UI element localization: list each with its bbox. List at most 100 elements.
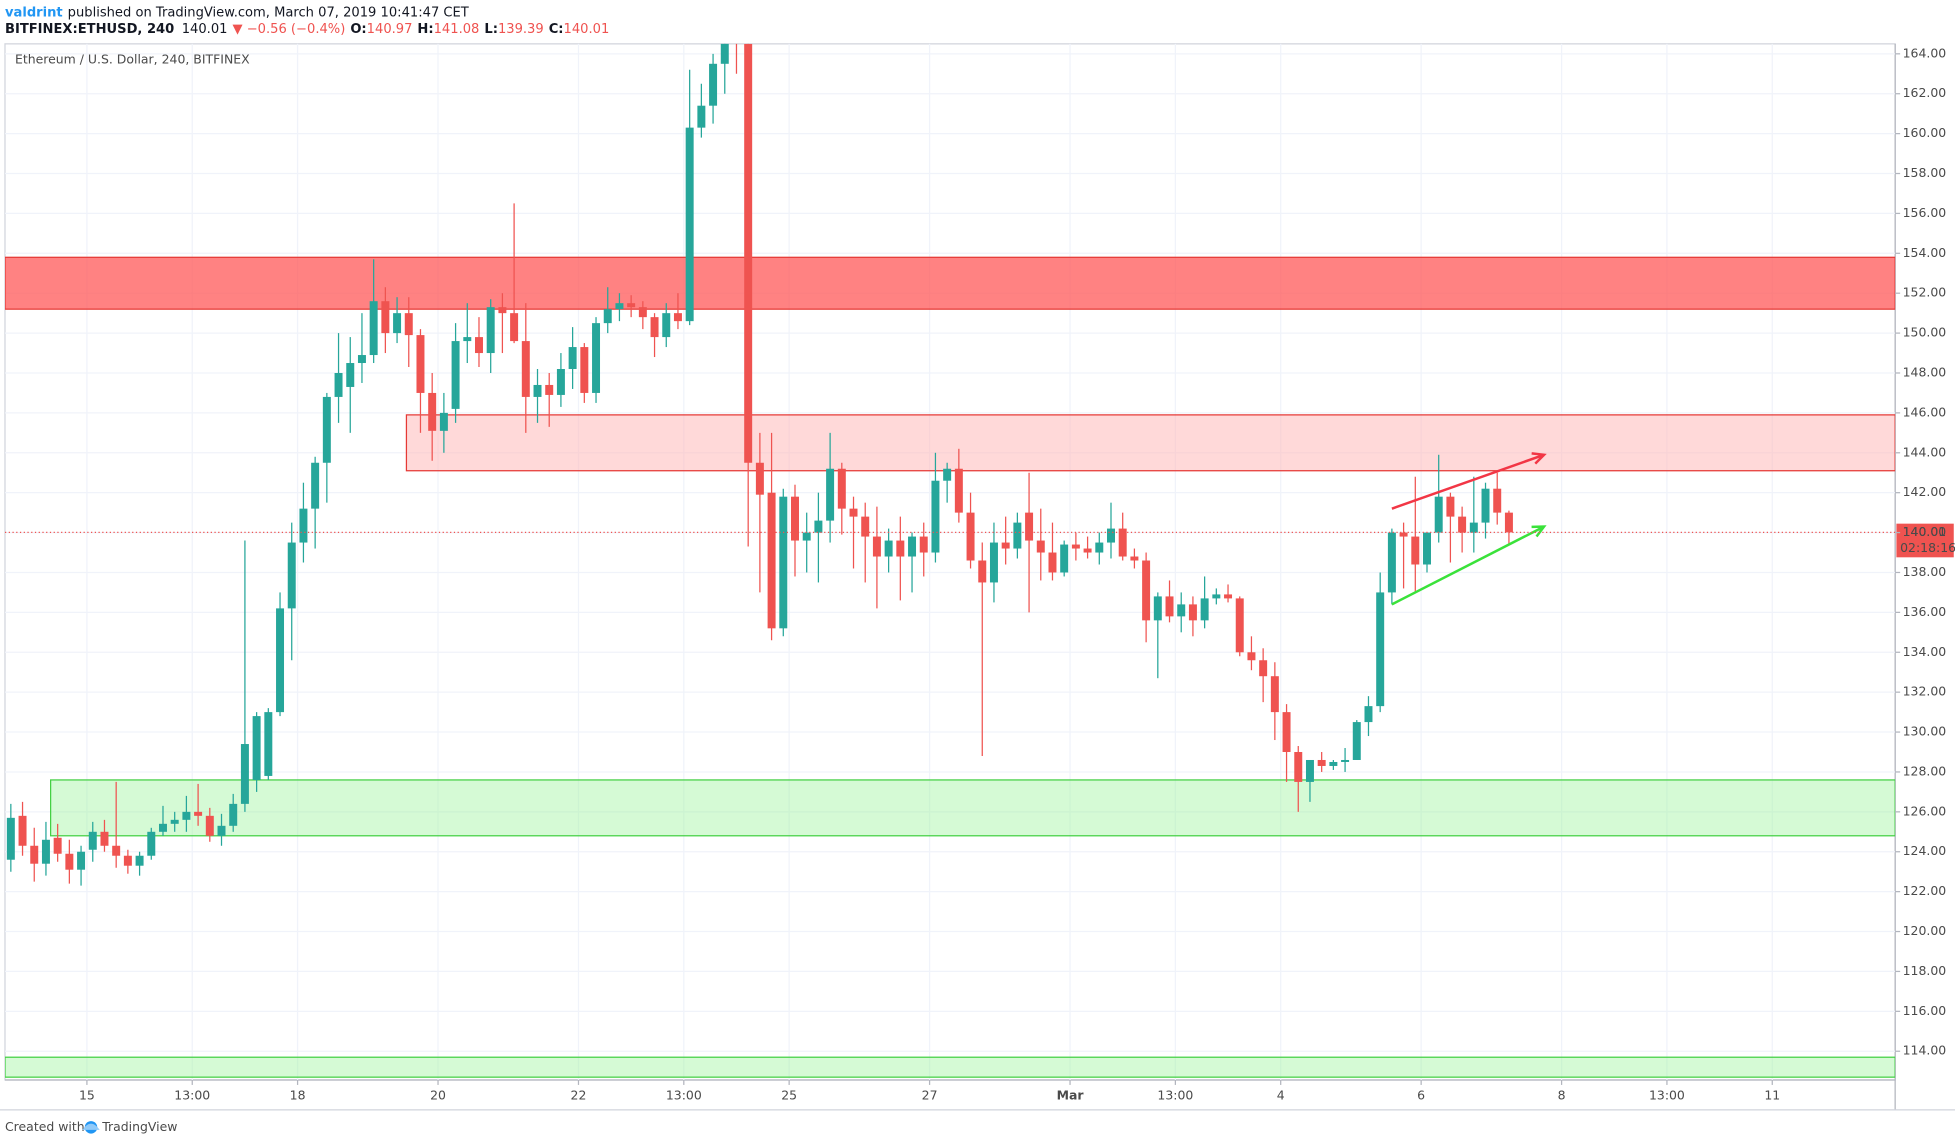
candle-body bbox=[849, 508, 858, 517]
logo bbox=[82, 1121, 100, 1134]
candle-body bbox=[802, 532, 811, 541]
ohlc-value: 140.97 bbox=[367, 21, 413, 36]
candle-body bbox=[603, 309, 612, 324]
change: ▼ −0.56 (−0.4%) bbox=[232, 21, 345, 36]
candle-body bbox=[744, 43, 753, 463]
candle-body bbox=[545, 384, 554, 395]
header-line-1: valdrint published on TradingView.com, Ma… bbox=[5, 5, 470, 20]
y-tick-label: 122.00 bbox=[1903, 883, 1947, 898]
candle-body bbox=[615, 303, 624, 310]
candle-body bbox=[1153, 596, 1162, 621]
y-tick-label: 162.00 bbox=[1903, 85, 1947, 100]
ohlc-label: H: bbox=[417, 21, 433, 36]
y-tick-label: 164.00 bbox=[1903, 45, 1947, 60]
x-tick-label: 13:00 bbox=[174, 1088, 210, 1103]
candle-body bbox=[966, 512, 975, 561]
candle-body bbox=[123, 855, 132, 866]
x-tick-label: 13:00 bbox=[666, 1088, 702, 1103]
x-tick-label: 13:00 bbox=[1157, 1088, 1193, 1103]
candle-body bbox=[1376, 592, 1385, 707]
candle-body bbox=[779, 496, 788, 629]
candle-body bbox=[41, 839, 50, 864]
candle-body bbox=[393, 313, 402, 334]
x-tick-label: Mar bbox=[1057, 1088, 1085, 1103]
candle-body bbox=[1048, 552, 1057, 573]
ohlc-label: L: bbox=[484, 21, 498, 36]
candle-body bbox=[1200, 598, 1209, 621]
x-tick-label: 11 bbox=[1764, 1088, 1780, 1103]
y-tick-label: 152.00 bbox=[1903, 285, 1947, 300]
candle-body bbox=[1364, 706, 1373, 723]
candle-body bbox=[1107, 528, 1115, 543]
zone bbox=[50, 779, 1896, 837]
y-tick-label: 158.00 bbox=[1903, 165, 1947, 180]
candle-body bbox=[53, 837, 62, 854]
candle-body bbox=[6, 817, 15, 860]
zone bbox=[405, 414, 1896, 472]
candle-body bbox=[451, 341, 460, 409]
y-tick-label: 148.00 bbox=[1903, 364, 1947, 379]
candle-body bbox=[627, 303, 636, 308]
ohlc-value: 140.01 bbox=[564, 21, 610, 36]
candle-body bbox=[311, 462, 320, 509]
candle-body bbox=[533, 384, 542, 397]
y-tick-label: 124.00 bbox=[1903, 843, 1947, 858]
candle-body bbox=[1165, 596, 1174, 617]
y-tick-label: 128.00 bbox=[1903, 763, 1947, 778]
y-tick-label: 138.00 bbox=[1903, 564, 1947, 579]
x-tick-label: 22 bbox=[571, 1088, 587, 1103]
y-tick-label: 120.00 bbox=[1903, 923, 1947, 938]
y-tick-label: 160.00 bbox=[1903, 125, 1947, 140]
candle-body bbox=[1083, 548, 1092, 553]
candle-body bbox=[1177, 604, 1186, 617]
candle-body bbox=[908, 536, 917, 557]
y-tick-label: 118.00 bbox=[1903, 963, 1947, 978]
candle-body bbox=[439, 412, 448, 431]
candle-body bbox=[1446, 496, 1455, 517]
candle-body bbox=[884, 540, 893, 557]
candle-body bbox=[1399, 532, 1408, 537]
candle-body bbox=[252, 716, 261, 780]
candle-body bbox=[580, 347, 589, 393]
candle-body bbox=[77, 851, 86, 870]
candle-body bbox=[1224, 594, 1233, 599]
footer-brand: TradingView bbox=[101, 1119, 177, 1134]
x-tick-label: 13:00 bbox=[1649, 1088, 1685, 1103]
ohlc-label: C: bbox=[549, 21, 564, 36]
candle-body bbox=[334, 372, 343, 397]
candle-body bbox=[1481, 488, 1490, 523]
y-tick-label: 146.00 bbox=[1903, 404, 1947, 419]
candle-body bbox=[1493, 488, 1502, 513]
candle-body bbox=[872, 536, 881, 557]
candle-body bbox=[475, 337, 483, 354]
candle-body bbox=[229, 803, 238, 826]
y-tick-label: 140.00 bbox=[1903, 524, 1947, 539]
candle-body bbox=[1423, 532, 1431, 565]
x-tick-label: 6 bbox=[1417, 1088, 1425, 1103]
candle-body bbox=[1469, 522, 1478, 533]
y-tick-label: 156.00 bbox=[1903, 205, 1947, 220]
candle-body bbox=[264, 712, 273, 776]
candle-body bbox=[404, 313, 413, 336]
candle-body bbox=[346, 363, 355, 387]
candle-body bbox=[837, 468, 846, 509]
candle-body bbox=[240, 744, 249, 804]
last-price: 140.01 bbox=[182, 21, 228, 36]
candle-body bbox=[673, 313, 682, 322]
price-label-box bbox=[1896, 523, 1954, 558]
candle-body bbox=[1001, 542, 1010, 549]
candle-body bbox=[287, 542, 296, 609]
y-tick-label: 132.00 bbox=[1903, 684, 1947, 699]
candle-body bbox=[1317, 759, 1326, 766]
candle-body bbox=[1247, 652, 1256, 661]
candle-body bbox=[1329, 761, 1338, 766]
candle-body bbox=[1341, 759, 1350, 762]
y-tick-label: 144.00 bbox=[1903, 444, 1947, 459]
ohlc-label: O: bbox=[350, 21, 366, 36]
candle-body bbox=[194, 811, 203, 816]
candle-body bbox=[556, 369, 565, 395]
candle-body bbox=[954, 468, 963, 513]
y-tick-label: 126.00 bbox=[1903, 803, 1947, 818]
candle-body bbox=[1411, 536, 1420, 565]
candle-body bbox=[1305, 759, 1314, 782]
